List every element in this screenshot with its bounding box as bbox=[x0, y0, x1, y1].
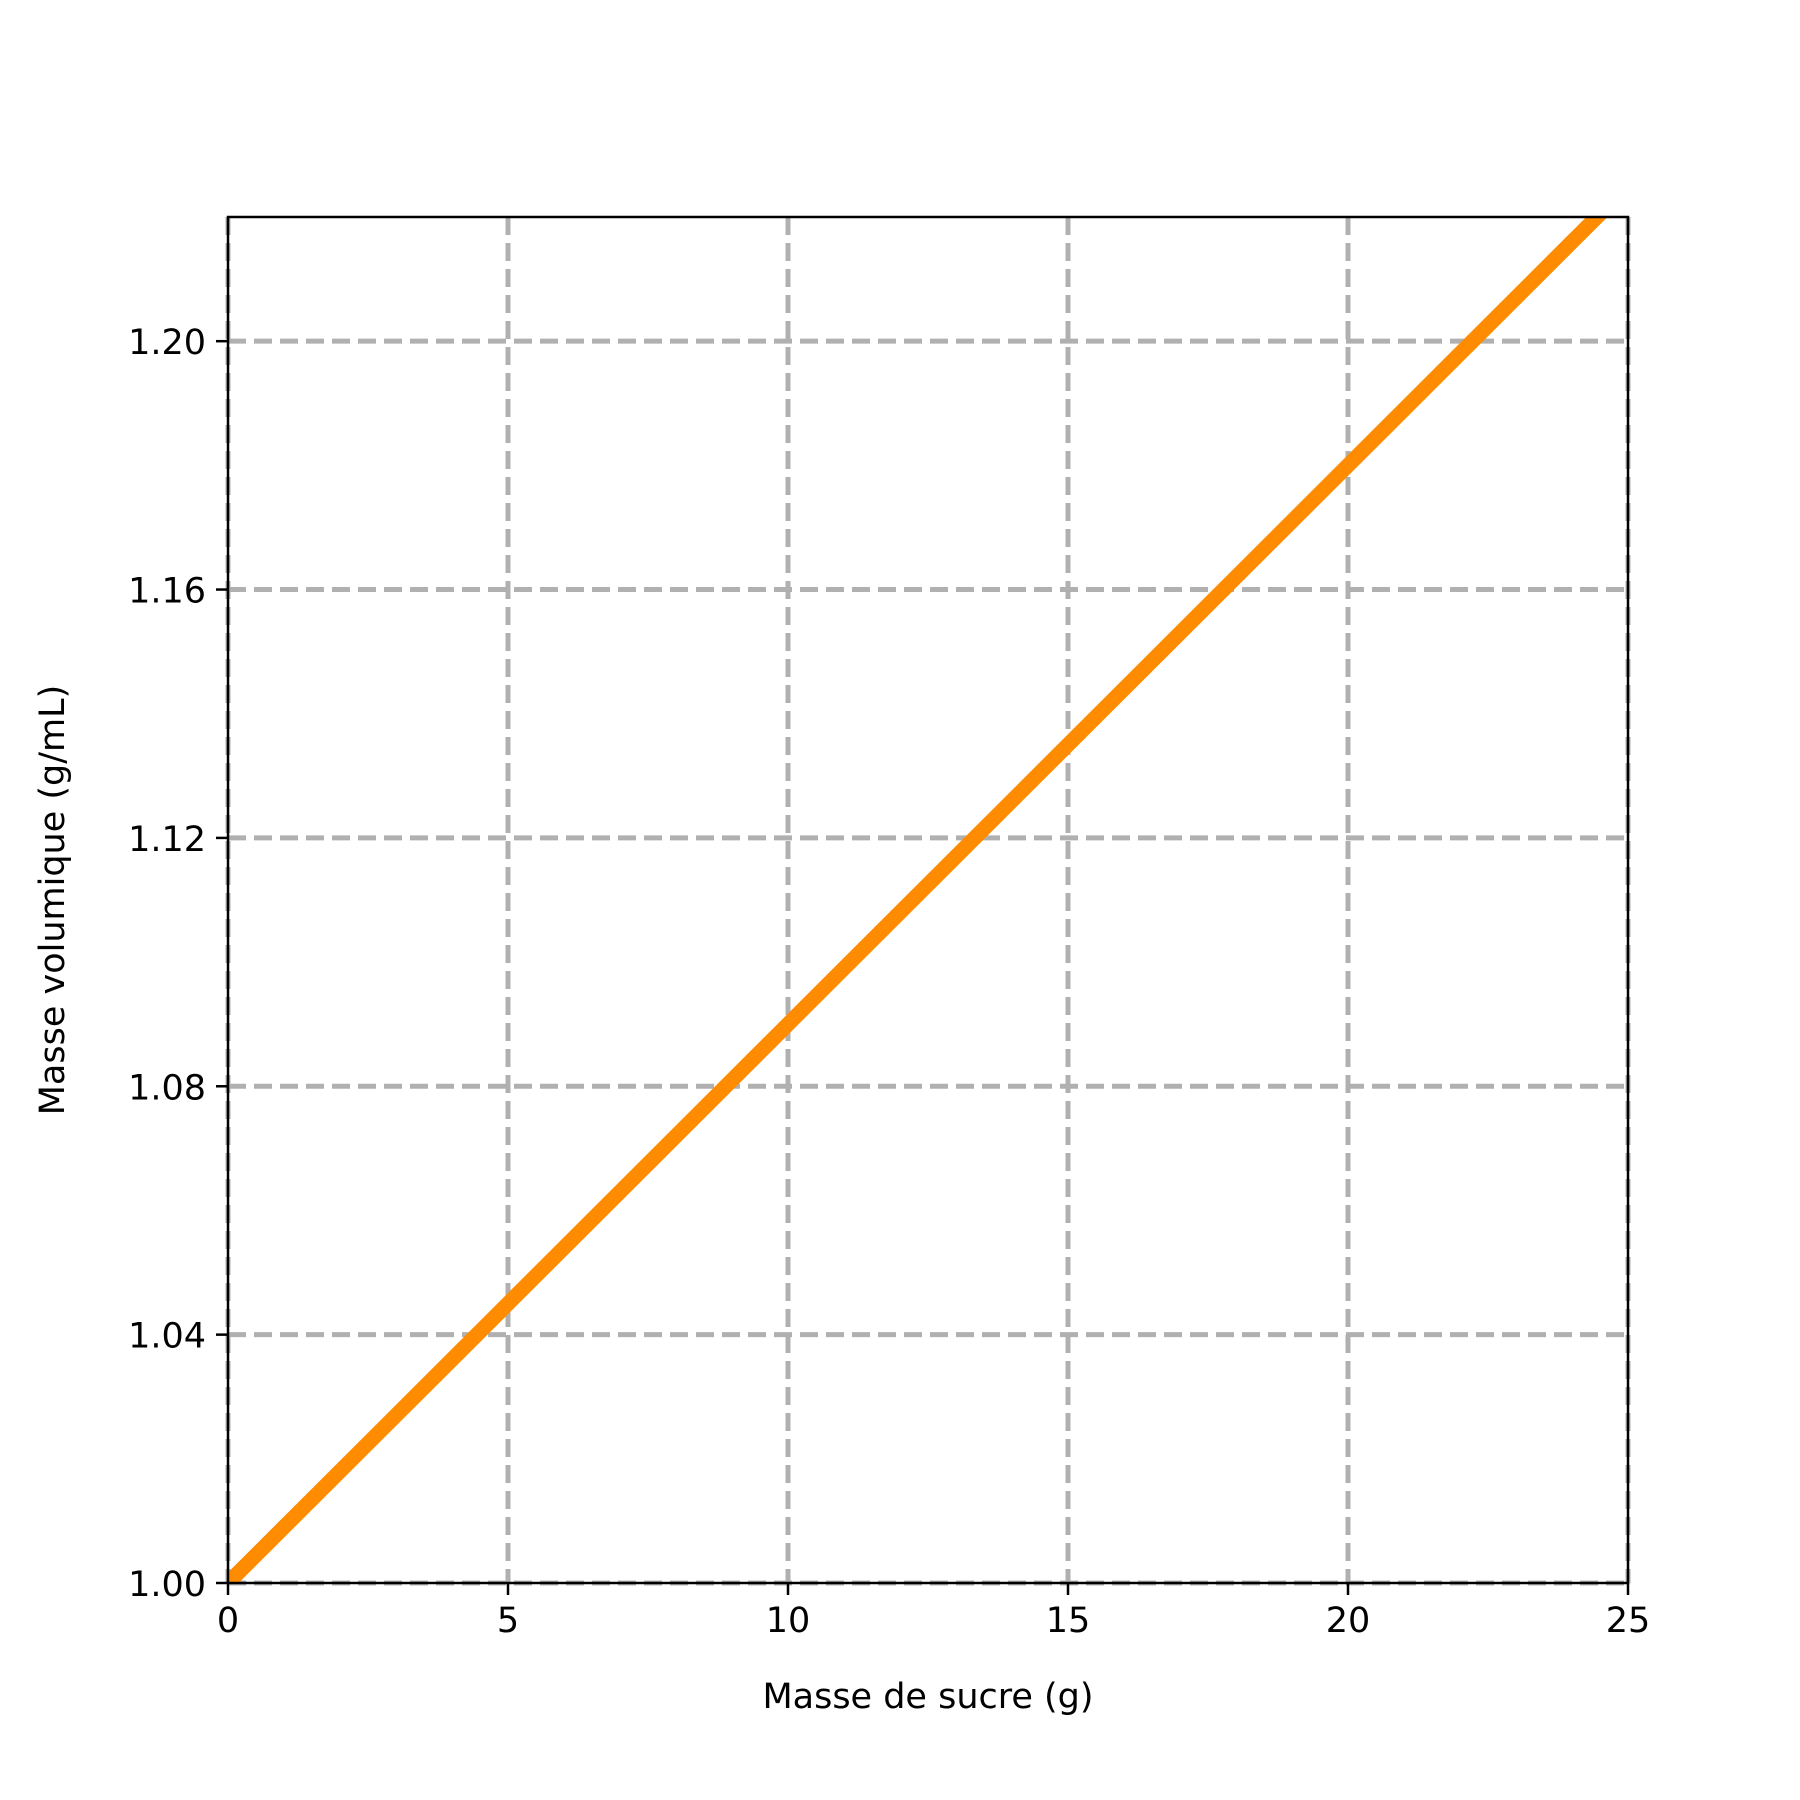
x-tick-label: 20 bbox=[1326, 1601, 1371, 1641]
x-tick-label: 15 bbox=[1046, 1601, 1091, 1641]
x-axis-label: Masse de sucre (g) bbox=[762, 1677, 1093, 1717]
y-tick-label: 1.20 bbox=[128, 323, 206, 363]
plot-frame bbox=[226, 215, 1630, 1585]
x-tick-label: 0 bbox=[217, 1601, 239, 1641]
x-tick-label: 25 bbox=[1606, 1601, 1651, 1641]
x-tick-label: 5 bbox=[497, 1601, 519, 1641]
series-line bbox=[228, 217, 1608, 1583]
y-axis-label: Masse volumique (g/mL) bbox=[33, 685, 73, 1116]
series bbox=[228, 217, 1608, 1583]
y-tick-label: 1.04 bbox=[128, 1317, 206, 1357]
y-tick-label: 1.00 bbox=[128, 1565, 206, 1605]
y-tick-label: 1.12 bbox=[128, 820, 206, 860]
y-tick-label: 1.16 bbox=[128, 572, 206, 612]
ticks: 0 5 10 15 20 25 1.00 1.04 1.08 1.12 1.16 1.20 bbox=[128, 323, 1650, 1641]
x-tick-label: 10 bbox=[766, 1601, 811, 1641]
y-tick-label: 1.08 bbox=[128, 1068, 206, 1108]
